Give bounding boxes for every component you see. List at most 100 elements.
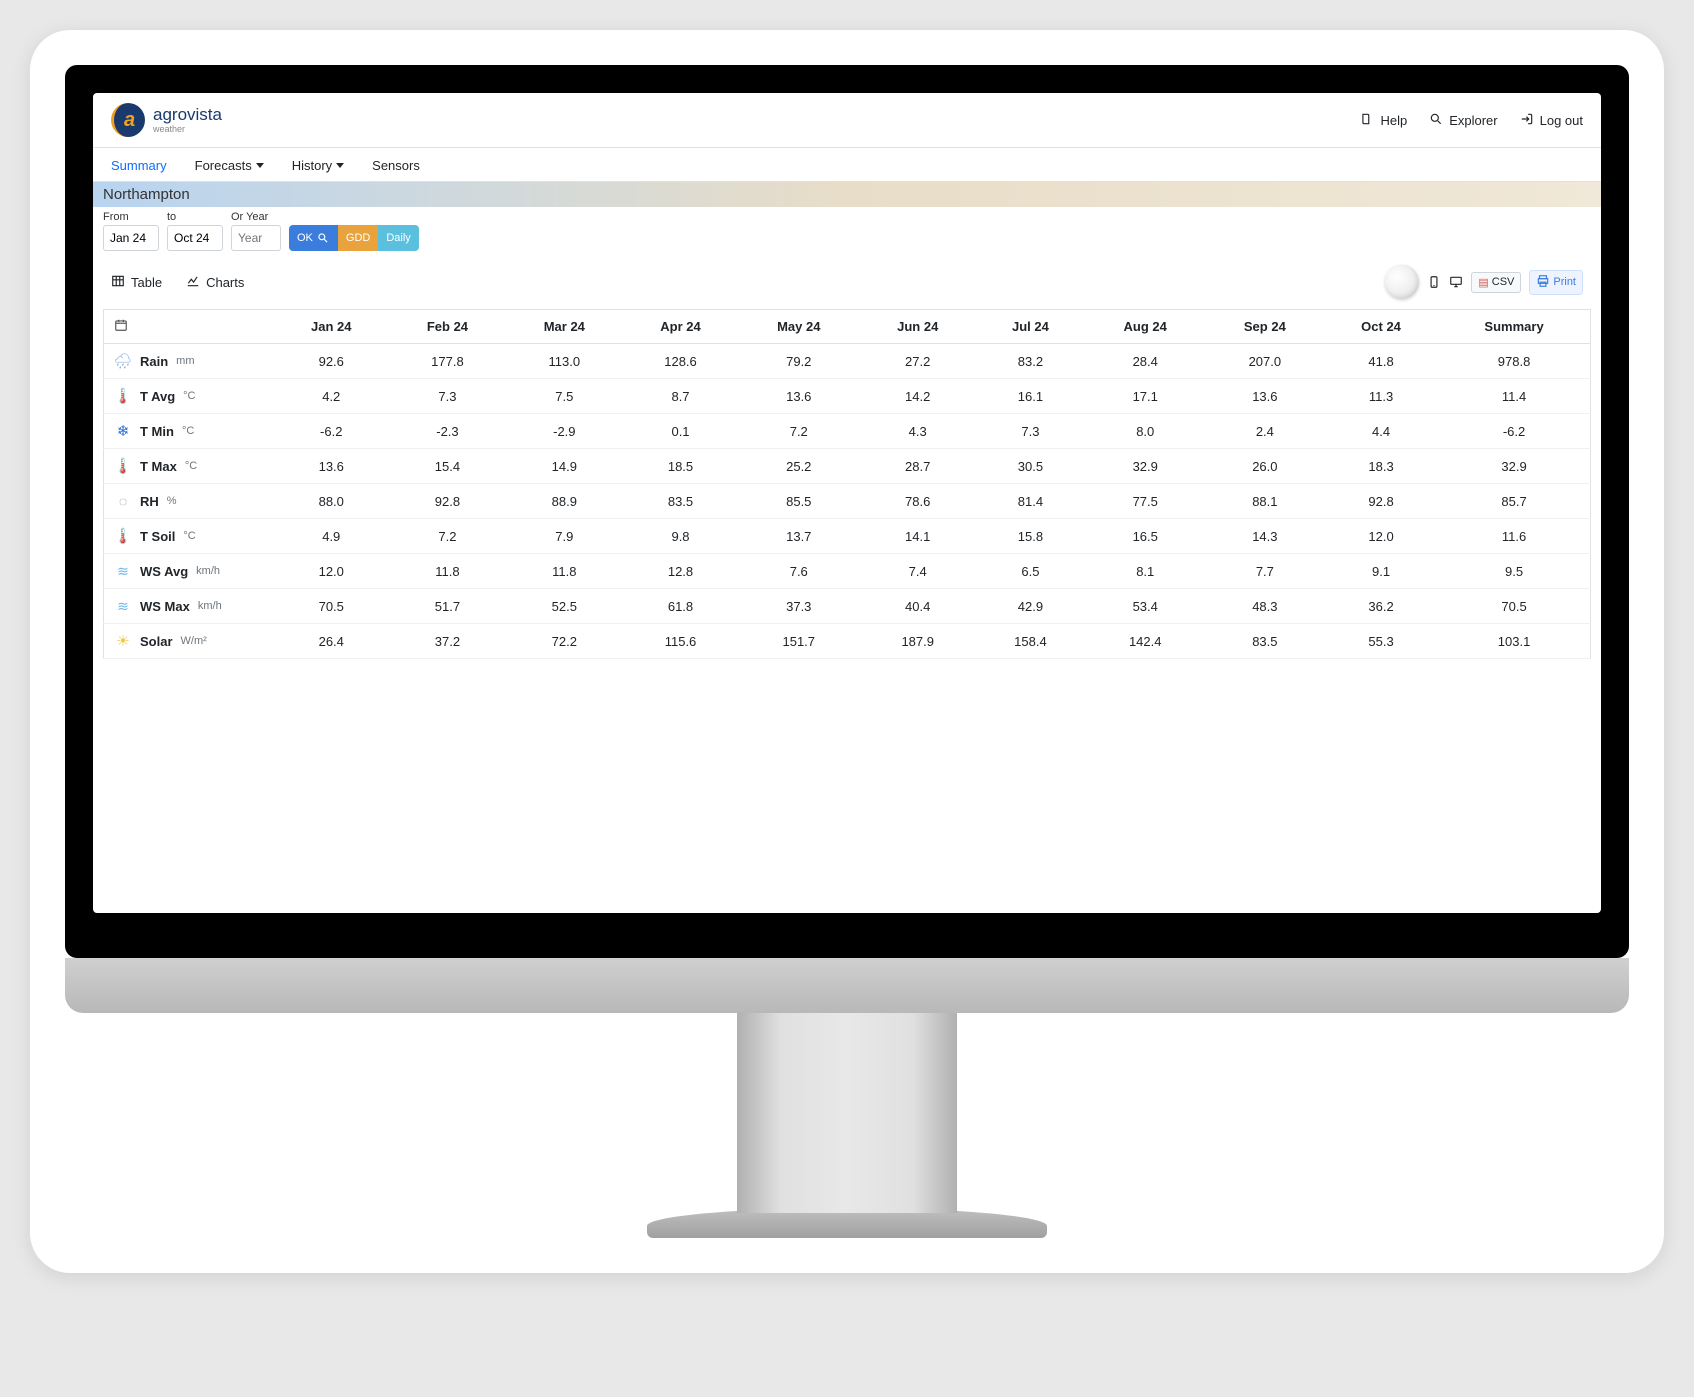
tab-summary[interactable]: Summary (111, 158, 167, 173)
data-cell: 92.6 (274, 344, 390, 379)
table-row: ≋WS Avg km/h12.011.811.812.87.67.46.58.1… (104, 554, 1591, 589)
table-header-row: Jan 24Feb 24Mar 24Apr 24May 24Jun 24Jul … (104, 310, 1591, 344)
metric-name: WS Avg (140, 564, 188, 579)
data-cell: 11.3 (1324, 379, 1438, 414)
data-cell: 16.1 (976, 379, 1085, 414)
data-cell: 70.5 (1438, 589, 1590, 624)
ok-button[interactable]: OK (289, 225, 338, 251)
app-header: a agrovista weather Help (93, 93, 1601, 148)
row-label-cell: ◌RH % (104, 484, 274, 519)
to-label: to (167, 211, 223, 223)
metric-name: WS Max (140, 599, 190, 614)
device-frame: a agrovista weather Help (30, 30, 1664, 1273)
data-cell: 113.0 (506, 344, 623, 379)
data-cell: 978.8 (1438, 344, 1590, 379)
calendar-header (104, 310, 274, 344)
data-cell: 85.7 (1438, 484, 1590, 519)
data-cell: 187.9 (859, 624, 976, 659)
data-cell: 88.0 (274, 484, 390, 519)
chevron-down-icon (336, 163, 344, 168)
table-head: Jan 24Feb 24Mar 24Apr 24May 24Jun 24Jul … (104, 310, 1591, 344)
filter-row: From to Or Year OK GDD (93, 207, 1601, 259)
tab-forecasts[interactable]: Forecasts (195, 158, 264, 173)
data-cell: 26.0 (1206, 449, 1324, 484)
table-icon (111, 274, 125, 291)
filter-buttons: OK GDD Daily (289, 225, 419, 251)
brand-text: agrovista weather (153, 106, 222, 134)
mobile-icon[interactable] (1427, 275, 1441, 289)
row-label-cell: 🌡️T Soil °C (104, 519, 274, 554)
data-cell: 7.3 (976, 414, 1085, 449)
data-cell: 4.4 (1324, 414, 1438, 449)
data-cell: 15.4 (389, 449, 506, 484)
view-charts-label: Charts (206, 275, 244, 290)
desktop-icon[interactable] (1449, 275, 1463, 289)
data-cell: 85.5 (738, 484, 859, 519)
data-cell: 83.5 (1206, 624, 1324, 659)
tab-history[interactable]: History (292, 158, 344, 173)
data-cell: 7.9 (506, 519, 623, 554)
data-cell: 16.5 (1085, 519, 1206, 554)
data-cell: 4.2 (274, 379, 390, 414)
view-tabs: Table Charts (111, 274, 244, 291)
data-cell: 77.5 (1085, 484, 1206, 519)
data-cell: 11.8 (389, 554, 506, 589)
column-header: May 24 (738, 310, 859, 344)
data-cell: 42.9 (976, 589, 1085, 624)
help-link[interactable]: Help (1360, 112, 1407, 129)
gdd-button[interactable]: GDD (338, 225, 378, 251)
print-button[interactable]: Print (1529, 270, 1583, 295)
monitor-base (65, 958, 1629, 1013)
metric-unit: °C (185, 460, 197, 472)
data-cell: 18.3 (1324, 449, 1438, 484)
data-cell: 26.4 (274, 624, 390, 659)
row-label-cell: ☀Solar W/m² (104, 624, 274, 659)
data-cell: 11.6 (1438, 519, 1590, 554)
data-cell: 88.9 (506, 484, 623, 519)
data-cell: 72.2 (506, 624, 623, 659)
weather-table: Jan 24Feb 24Mar 24Apr 24May 24Jun 24Jul … (103, 309, 1591, 659)
data-cell: 88.1 (1206, 484, 1324, 519)
help-label: Help (1380, 113, 1407, 128)
data-cell: 12.8 (623, 554, 738, 589)
csv-button[interactable]: ▤ CSV (1471, 272, 1521, 293)
brand[interactable]: a agrovista weather (111, 103, 222, 137)
tab-sensors[interactable]: Sensors (372, 158, 420, 173)
table-row: 🌡️T Avg °C4.27.37.58.713.614.216.117.113… (104, 379, 1591, 414)
data-cell: 7.7 (1206, 554, 1324, 589)
data-cell: 52.5 (506, 589, 623, 624)
metric-name: RH (140, 494, 159, 509)
data-cell: 92.8 (1324, 484, 1438, 519)
toolbar-right: ▤ CSV Print (1385, 265, 1583, 299)
data-cell: 7.2 (738, 414, 859, 449)
data-cell: 13.6 (274, 449, 390, 484)
view-table[interactable]: Table (111, 274, 162, 291)
metric-name: T Soil (140, 529, 175, 544)
row-label-cell: 🌡️T Avg °C (104, 379, 274, 414)
column-header: Oct 24 (1324, 310, 1438, 344)
location-name: Northampton (103, 186, 190, 203)
data-cell: 7.3 (389, 379, 506, 414)
theme-toggle[interactable] (1385, 265, 1419, 299)
year-input[interactable] (231, 225, 281, 251)
data-cell: 48.3 (1206, 589, 1324, 624)
data-cell: 13.6 (1206, 379, 1324, 414)
data-cell: 4.3 (859, 414, 976, 449)
from-input[interactable] (103, 225, 159, 251)
data-cell: -2.9 (506, 414, 623, 449)
view-charts[interactable]: Charts (186, 274, 244, 291)
chevron-down-icon (256, 163, 264, 168)
to-input[interactable] (167, 225, 223, 251)
data-cell: 7.2 (389, 519, 506, 554)
explorer-link[interactable]: Explorer (1429, 112, 1497, 129)
nav-tabs: Summary Forecasts History Sensors (93, 148, 1601, 182)
data-cell: 27.2 (859, 344, 976, 379)
column-header: Sep 24 (1206, 310, 1324, 344)
ok-label: OK (297, 232, 313, 244)
metric-name: T Avg (140, 389, 175, 404)
data-cell: 51.7 (389, 589, 506, 624)
daily-button[interactable]: Daily (378, 225, 418, 251)
to-group: to (167, 211, 223, 251)
from-label: From (103, 211, 159, 223)
logout-link[interactable]: Log out (1520, 112, 1583, 129)
